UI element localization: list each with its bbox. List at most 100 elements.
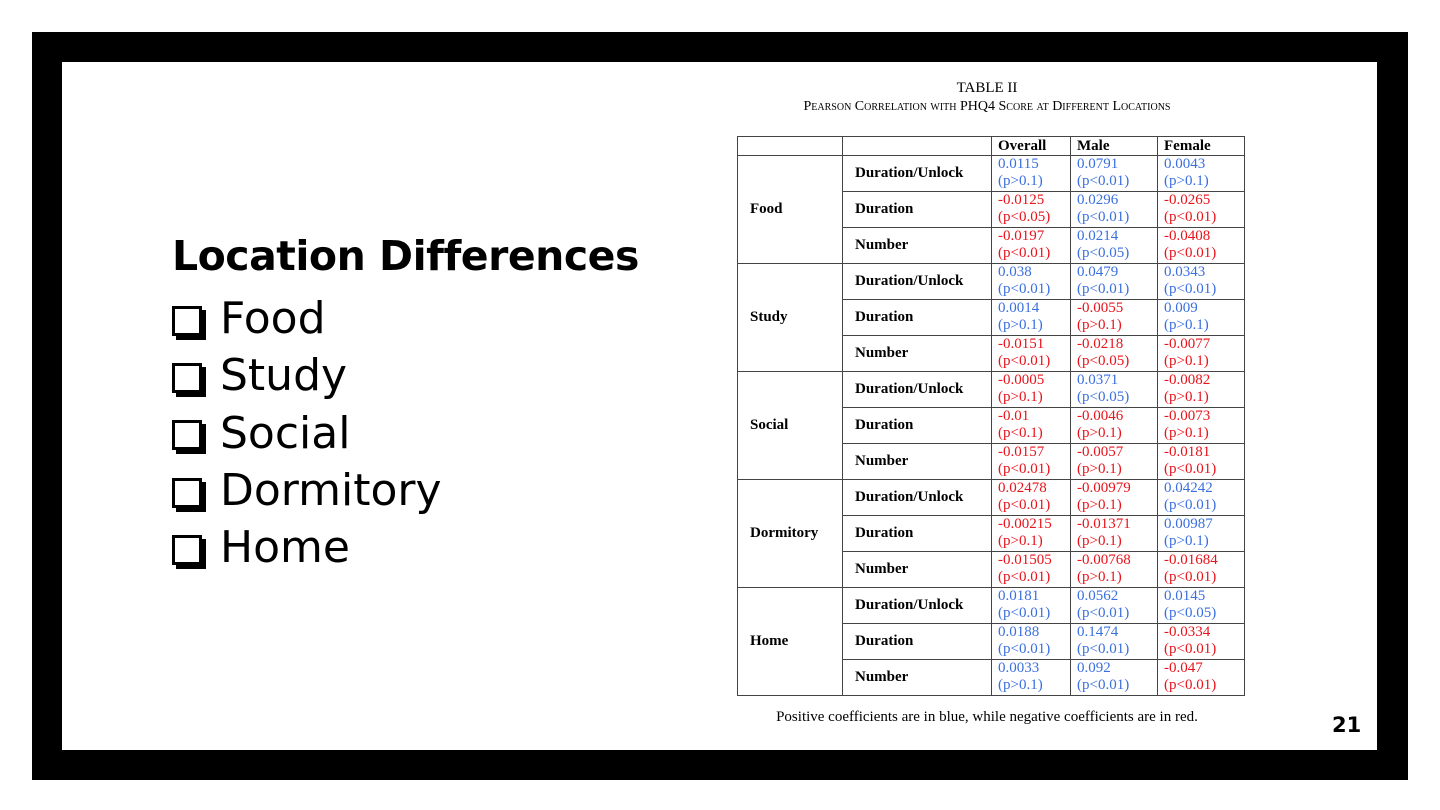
- p-value: (p>0.1): [1077, 533, 1122, 549]
- coefficient-value: -0.0125: [998, 192, 1045, 208]
- slide-heading: Location Differences: [172, 232, 639, 280]
- coefficient-value: 0.009: [1164, 300, 1198, 316]
- coefficient-value: 0.0014: [998, 300, 1040, 316]
- metric-cell: Duration: [842, 623, 992, 660]
- coefficient-value: 0.0343: [1164, 264, 1206, 280]
- table-row: Dormitory Duration/Unlock 0.02478 (p<0.01) -…: [737, 479, 1245, 588]
- coefficient-cell: 0.0188 (p<0.01): [991, 623, 1071, 660]
- p-value: (p<0.01): [1164, 281, 1217, 297]
- coefficient-value: -0.0334: [1164, 624, 1211, 640]
- location-cell: Study: [737, 263, 843, 372]
- list-item: Dormitory: [172, 462, 442, 519]
- coefficient-value: 0.00987: [1164, 516, 1213, 532]
- coefficient-value: -0.0005: [998, 372, 1045, 388]
- coefficient-value: 0.0145: [1164, 588, 1206, 604]
- p-value: (p<0.01): [998, 569, 1051, 585]
- coefficient-cell: -0.0077 (p>0.1): [1157, 335, 1245, 372]
- coefficient-cell: 0.00987 (p>0.1): [1157, 515, 1245, 552]
- p-value: (p>0.1): [1077, 425, 1122, 441]
- metric-cell: Duration/Unlock: [842, 155, 992, 192]
- metric-cell: Duration/Unlock: [842, 263, 992, 300]
- coefficient-cell: -0.01684 (p<0.01): [1157, 551, 1245, 588]
- coefficient-value: 0.02478: [998, 480, 1047, 496]
- metric-cell: Duration: [842, 515, 992, 552]
- p-value: (p>0.1): [1164, 389, 1209, 405]
- coefficient-value: -0.01371: [1077, 516, 1131, 532]
- coefficient-cell: -0.0197 (p<0.01): [991, 227, 1071, 264]
- coefficient-cell: -0.00215 (p>0.1): [991, 515, 1071, 552]
- coefficient-cell: 0.0115 (p>0.1): [991, 155, 1071, 192]
- metric-cell: Duration/Unlock: [842, 587, 992, 624]
- coefficient-cell: 0.0181 (p<0.01): [991, 587, 1071, 624]
- coefficient-cell: 0.04242 (p<0.01): [1157, 479, 1245, 516]
- list-item-label: Dormitory: [220, 465, 442, 517]
- coefficient-value: 0.0562: [1077, 588, 1119, 604]
- coefficient-cell: 0.092 (p<0.01): [1070, 659, 1158, 696]
- p-value: (p<0.01): [998, 497, 1051, 513]
- metric-cell: Number: [842, 659, 992, 696]
- table-row: Number -0.0157 (p<0.01) -0.0057 (p>0.1) -0.01…: [738, 443, 1245, 480]
- p-value: (p>0.1): [1077, 569, 1122, 585]
- coefficient-value: -0.0151: [998, 336, 1045, 352]
- coefficient-value: -0.0197: [998, 228, 1045, 244]
- p-value: (p<0.01): [1164, 209, 1217, 225]
- p-value: (p>0.1): [1164, 317, 1209, 333]
- table-row: Duration -0.01 (p<0.1) -0.0046 (p>0.1) -0.007…: [738, 407, 1245, 444]
- coefficient-value: -0.0265: [1164, 192, 1211, 208]
- coefficient-cell: 0.0296 (p<0.01): [1070, 191, 1158, 228]
- coefficient-cell: -0.00768 (p>0.1): [1070, 551, 1158, 588]
- location-cell: Social: [737, 371, 843, 480]
- checkbox-icon: [172, 477, 202, 508]
- list-item-label: Home: [220, 522, 350, 574]
- list-item: Food: [172, 290, 442, 347]
- coefficient-value: -0.01684: [1164, 552, 1218, 568]
- coefficient-value: 0.0043: [1164, 156, 1206, 172]
- coefficient-cell: 0.0043 (p>0.1): [1157, 155, 1245, 192]
- coefficient-value: -0.00768: [1077, 552, 1131, 568]
- coefficient-cell: -0.0073 (p>0.1): [1157, 407, 1245, 444]
- coefficient-cell: -0.0057 (p>0.1): [1070, 443, 1158, 480]
- coefficient-value: 0.1474: [1077, 624, 1119, 640]
- coefficient-value: -0.0046: [1077, 408, 1124, 424]
- p-value: (p>0.1): [998, 533, 1043, 549]
- p-value: (p<0.01): [1164, 497, 1217, 513]
- list-item: Study: [172, 347, 442, 404]
- location-cell: Food: [737, 155, 843, 264]
- coefficient-cell: -0.0055 (p>0.1): [1070, 299, 1158, 336]
- coefficient-cell: 0.0562 (p<0.01): [1070, 587, 1158, 624]
- coefficient-cell: 0.038 (p<0.01): [991, 263, 1071, 300]
- list-item: Home: [172, 519, 442, 576]
- table-header-row: Overall Male Female: [737, 136, 1245, 156]
- p-value: (p<0.01): [998, 461, 1051, 477]
- p-value: (p>0.1): [1164, 533, 1209, 549]
- table-row: Number -0.01505 (p<0.01) -0.00768 (p>0.1) -0.…: [738, 551, 1245, 588]
- p-value: (p>0.1): [1164, 353, 1209, 369]
- table-row: Study Duration/Unlock 0.038 (p<0.01) 0.0479(…: [737, 263, 1245, 372]
- coefficient-cell: -0.0157 (p<0.01): [991, 443, 1071, 480]
- p-value: (p<0.01): [1164, 677, 1217, 693]
- table-row: Number -0.0197 (p<0.01) 0.0214 (p<0.05) -0.04…: [738, 227, 1245, 264]
- table-row: Duration -0.00215 (p>0.1) -0.01371 (p>0.1) 0.…: [738, 515, 1245, 552]
- table-row: Duration -0.0125 (p<0.05) 0.0296 (p<0.01) -0.…: [738, 191, 1245, 228]
- coefficient-cell: -0.0218 (p<0.05): [1070, 335, 1158, 372]
- table-row: Home Duration/Unlock 0.0181 (p<0.01) 0.0562(…: [737, 587, 1245, 696]
- coefficient-value: -0.047: [1164, 660, 1203, 676]
- coefficient-cell: 0.1474 (p<0.01): [1070, 623, 1158, 660]
- coefficient-cell: -0.01 (p<0.1): [991, 407, 1071, 444]
- coefficient-value: 0.04242: [1164, 480, 1213, 496]
- column-header: [842, 136, 992, 156]
- table-caption: Positive coefficients are in blue, while…: [776, 709, 1198, 725]
- coefficient-value: -0.0181: [1164, 444, 1211, 460]
- coefficient-cell: -0.0408 (p<0.01): [1157, 227, 1245, 264]
- column-header-female: Female: [1157, 136, 1245, 156]
- table-row: Food Duration/Unlock 0.0115 (p>0.1) 0.0791 (p…: [737, 155, 1245, 264]
- column-header: [737, 136, 843, 156]
- coefficient-cell: 0.0479 (p<0.01): [1070, 263, 1158, 300]
- metric-cell: Number: [842, 227, 992, 264]
- correlation-table: Overall Male Female Food Duration/Unlock 0…: [737, 136, 1245, 696]
- coefficient-value: -0.00979: [1077, 480, 1131, 496]
- coefficient-value: 0.0371: [1077, 372, 1119, 388]
- metric-cell: Number: [842, 443, 992, 480]
- p-value: (p<0.05): [1077, 389, 1130, 405]
- coefficient-value: 0.0181: [998, 588, 1040, 604]
